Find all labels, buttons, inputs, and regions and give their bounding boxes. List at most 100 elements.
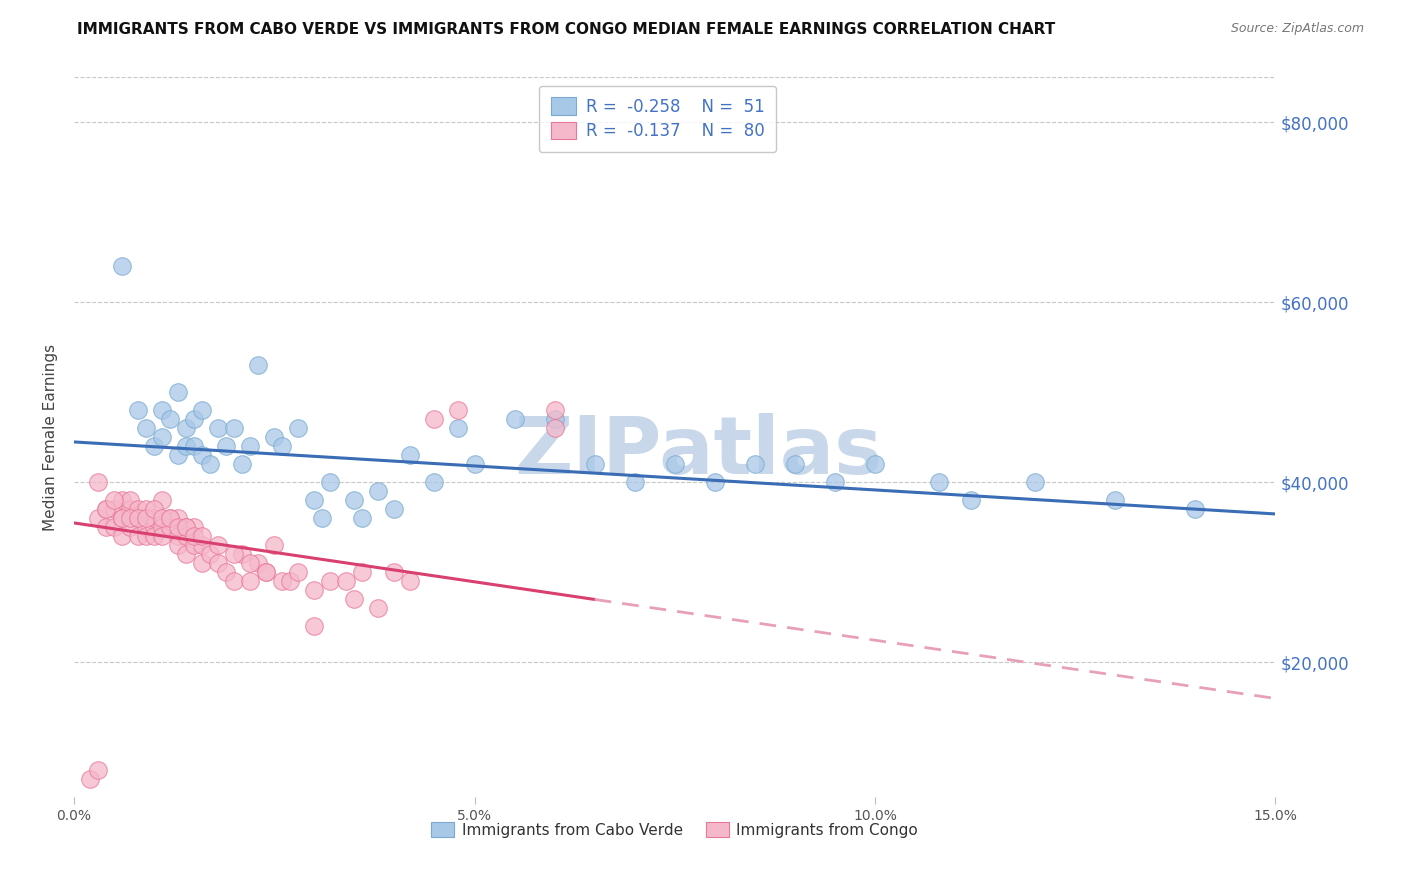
Point [159,412,181,426]
Point [207,538,229,552]
Y-axis label: Median Female Earnings: Median Female Earnings [44,344,58,531]
Point [174,529,197,543]
Point [960,493,983,508]
Point [127,511,149,525]
Point [215,439,238,453]
Point [120,511,142,525]
Point [928,475,950,490]
Point [143,520,166,534]
Point [174,520,197,534]
Point [167,385,190,400]
Point [247,557,270,571]
Point [174,548,197,562]
Point [1184,502,1206,516]
Point [174,439,197,453]
Point [135,520,157,534]
Point [215,566,238,580]
Point [127,529,149,543]
Point [278,574,301,589]
Point [120,502,142,516]
Point [191,538,214,552]
Point [94,502,117,516]
Point [167,538,190,552]
Point [191,529,214,543]
Point [863,458,886,472]
Point [143,502,166,516]
Point [224,548,246,562]
Point [87,764,110,778]
Point [174,421,197,435]
Point [174,520,197,534]
Point [183,412,205,426]
Point [423,412,446,426]
Point [343,592,366,607]
Point [343,493,366,508]
Point [239,557,262,571]
Point [135,502,157,516]
Point [384,502,406,516]
Point [159,520,181,534]
Point [120,520,142,534]
Point [120,493,142,508]
Point [447,403,470,417]
Text: Source: ZipAtlas.com: Source: ZipAtlas.com [1230,22,1364,36]
Point [150,520,173,534]
Point [87,475,110,490]
Point [543,421,565,435]
Point [463,458,485,472]
Point [304,493,326,508]
Point [111,493,134,508]
Point [287,421,309,435]
Point [744,458,766,472]
Point [143,529,166,543]
Point [200,548,222,562]
Point [447,421,470,435]
Point [150,403,173,417]
Point [127,403,149,417]
Point [304,619,326,633]
Point [319,574,342,589]
Point [200,458,222,472]
Point [150,430,173,444]
Point [231,548,253,562]
Point [352,566,374,580]
Point [191,449,214,463]
Point [150,529,173,543]
Point [111,529,134,543]
Point [367,484,389,499]
Legend: Immigrants from Cabo Verde, Immigrants from Congo: Immigrants from Cabo Verde, Immigrants f… [425,815,924,844]
Point [167,529,190,543]
Point [103,520,125,534]
Point [143,439,166,453]
Point [150,493,173,508]
Point [111,511,134,525]
Point [167,511,190,525]
Point [87,511,110,525]
Point [159,511,181,525]
Point [384,566,406,580]
Point [79,772,101,787]
Point [247,359,270,373]
Point [367,601,389,615]
Text: IMMIGRANTS FROM CABO VERDE VS IMMIGRANTS FROM CONGO MEDIAN FEMALE EARNINGS CORRE: IMMIGRANTS FROM CABO VERDE VS IMMIGRANTS… [77,22,1056,37]
Point [143,511,166,525]
Point [703,475,725,490]
Point [271,439,294,453]
Point [135,511,157,525]
Point [111,511,134,525]
Point [191,403,214,417]
Point [1104,493,1126,508]
Point [543,412,565,426]
Point [183,520,205,534]
Point [103,493,125,508]
Point [824,475,846,490]
Point [335,574,357,589]
Point [127,502,149,516]
Point [167,520,190,534]
Point [623,475,645,490]
Point [263,538,285,552]
Point [239,574,262,589]
Point [311,511,333,525]
Point [150,511,173,525]
Point [319,475,342,490]
